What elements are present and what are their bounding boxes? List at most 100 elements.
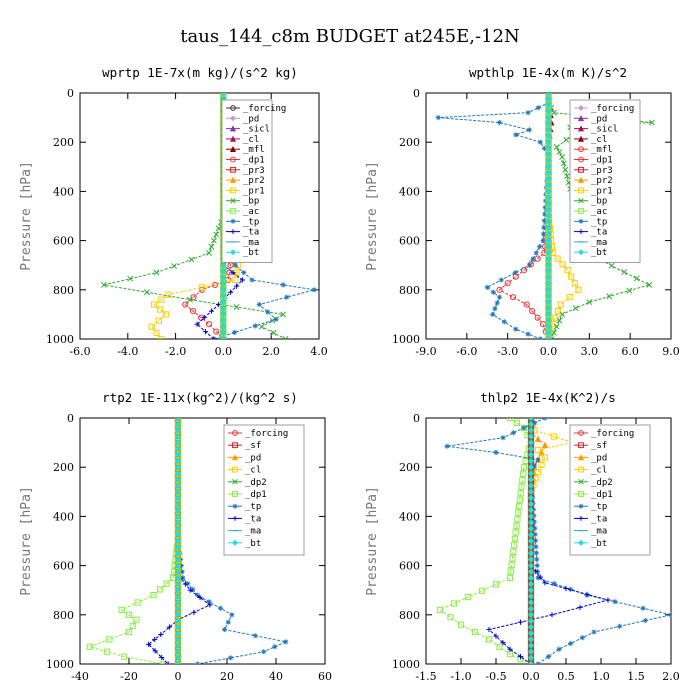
data-point — [545, 95, 552, 103]
data-point — [464, 593, 472, 601]
y-tick-label: 400 — [53, 510, 74, 523]
data-point — [121, 653, 128, 660]
data-point — [129, 622, 136, 629]
data-point — [510, 430, 517, 436]
data-point — [125, 611, 133, 618]
data-point — [174, 507, 182, 514]
legend-item-cl: _cl — [228, 466, 261, 476]
data-point — [501, 319, 507, 325]
data-point — [545, 335, 552, 339]
data-point — [103, 648, 111, 655]
y-axis-label: Pressure [hPa] — [365, 161, 380, 271]
data-point — [527, 636, 535, 643]
data-point — [527, 599, 535, 606]
legend-swatch-marker — [229, 125, 237, 132]
x-tick-label: 6.0 — [621, 345, 639, 358]
data-point — [532, 537, 539, 544]
legend-item-sicl: _sicl — [226, 125, 270, 135]
data-point — [156, 586, 164, 593]
data-point — [545, 120, 552, 127]
data-point — [527, 611, 535, 618]
data-point — [207, 602, 213, 608]
x-tick-label: -3.0 — [497, 345, 518, 358]
data-point — [545, 93, 552, 97]
legend-item-pd: _pd — [574, 114, 607, 124]
data-point — [507, 568, 514, 575]
legend: _forcing_pd_sicl_cl_mfl_dp1_pr3_pr2_pr1_… — [221, 99, 286, 263]
series-bt — [527, 418, 535, 664]
panel-rtp2: rtp2 1E-11x(kg^2)/(kg^2 s) Pressure [hPa]… — [19, 390, 332, 683]
data-point — [527, 420, 535, 428]
data-point — [174, 568, 182, 575]
legend-swatch-marker — [231, 454, 239, 461]
data-point — [450, 600, 458, 607]
panel-thlp2: thlp2 1E-4x(K^2)/s Pressure [hPa] -1.5 -1.0… — [365, 390, 680, 683]
data-point — [571, 280, 578, 287]
data-point — [513, 419, 521, 427]
data-point — [534, 446, 542, 454]
data-point — [527, 593, 535, 600]
series-dp1 — [436, 418, 535, 664]
data-point — [513, 326, 519, 332]
panel-title: wprtp 1E-7x(m kg)/(s^2 kg) — [102, 65, 298, 80]
data-point — [512, 529, 519, 536]
x-tick-label: 3.0 — [581, 345, 599, 358]
legend-label: _sf — [245, 441, 261, 451]
data-point — [174, 642, 182, 649]
plot-area — [435, 93, 655, 339]
data-point — [283, 639, 289, 645]
data-point — [174, 418, 182, 422]
data-point — [509, 555, 516, 562]
data-point — [527, 418, 535, 422]
data-point — [537, 574, 543, 580]
data-point — [261, 649, 267, 655]
panel-title: thlp2 1E-4x(K^2)/s — [480, 390, 615, 405]
data-point — [545, 163, 552, 170]
data-point — [174, 464, 182, 471]
y-tick-label: 400 — [399, 185, 420, 198]
legend-swatch-marker — [578, 187, 584, 194]
data-point — [545, 311, 552, 318]
data-point — [163, 580, 170, 587]
data-point — [553, 323, 560, 330]
data-point — [545, 255, 552, 263]
y-tick-label: 1000 — [392, 333, 420, 346]
data-point — [527, 488, 535, 495]
data-point — [174, 488, 182, 495]
y-tick-label: 0 — [413, 412, 420, 425]
data-point — [447, 614, 454, 621]
data-point — [545, 225, 552, 232]
data-point — [626, 287, 633, 294]
data-point — [182, 581, 188, 587]
data-point — [535, 661, 541, 664]
data-point — [527, 543, 535, 551]
legend-item-cl: _cl — [226, 135, 259, 145]
data-point — [174, 593, 182, 600]
y-tick-label: 800 — [399, 284, 420, 297]
x-tick-label: -20 — [120, 670, 138, 683]
legend-swatch-marker — [232, 430, 238, 436]
data-point — [559, 154, 566, 160]
legend-label: _ta — [591, 514, 607, 524]
data-point — [500, 640, 506, 646]
legend-item-bt: _bt — [226, 248, 259, 258]
data-point — [542, 580, 548, 586]
data-point — [527, 476, 535, 483]
data-point — [563, 585, 569, 592]
data-point — [550, 109, 557, 116]
data-point — [228, 655, 234, 661]
legend-item-dp1: _dp1 — [574, 156, 613, 166]
data-point — [175, 418, 181, 421]
data-point — [528, 661, 534, 664]
data-point — [174, 543, 182, 551]
legend-item-dp2: _dp2 — [228, 478, 267, 488]
legend-label: _forcing — [591, 104, 634, 114]
data-point — [125, 628, 133, 636]
data-point — [545, 175, 552, 183]
legend-item-bp: _bp — [226, 197, 259, 207]
data-point — [563, 136, 570, 143]
data-point — [545, 231, 552, 238]
legend-label: _ma — [591, 527, 607, 537]
data-point — [527, 617, 535, 625]
